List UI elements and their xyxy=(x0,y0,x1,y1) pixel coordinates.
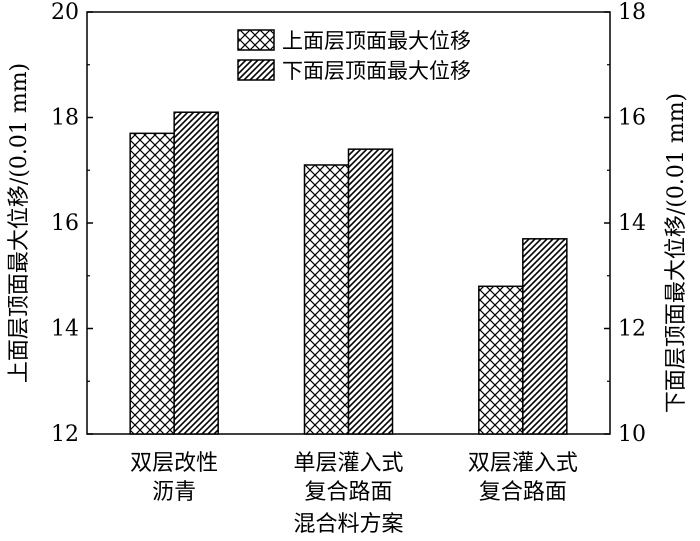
left-axis-tick-label: 16 xyxy=(51,211,79,236)
left-axis-tick-label: 12 xyxy=(51,422,79,447)
right-axis-tick-label: 16 xyxy=(618,106,646,131)
right-axis-tick-label: 12 xyxy=(618,317,646,342)
left-axis-tick-label: 14 xyxy=(51,317,79,342)
legend-label-upper: 上面层顶面最大位移 xyxy=(282,29,471,53)
category-label: 单层灌入式 xyxy=(293,451,403,476)
bar-upper-2 xyxy=(303,164,350,435)
bar-upper-1 xyxy=(129,132,175,435)
category-label: 双层灌入式 xyxy=(468,451,578,476)
right-y-axis-title: 下面层顶面最大位移/(0.01 mm) xyxy=(664,93,689,413)
category-label: 复合路面 xyxy=(479,480,567,505)
bar-upper-3 xyxy=(478,285,524,435)
left-axis-tick-label: 18 xyxy=(51,106,79,131)
right-axis-tick-label: 14 xyxy=(618,211,646,236)
bar-lower-3 xyxy=(522,238,568,435)
bar-lower-2 xyxy=(347,148,394,435)
left-y-axis-title: 上面层顶面最大位移/(0.01 mm) xyxy=(7,63,32,383)
left-axis-tick-label: 20 xyxy=(51,0,79,25)
legend-label-lower: 下面层顶面最大位移 xyxy=(282,59,471,83)
right-axis-tick-label: 10 xyxy=(618,422,646,447)
legend-swatch-lower xyxy=(237,59,275,81)
category-label: 双层改性 xyxy=(130,451,218,476)
category-label: 沥青 xyxy=(152,480,196,505)
bar-lower-1 xyxy=(173,111,219,435)
x-axis-title: 混合料方案 xyxy=(293,512,403,537)
category-label: 复合路面 xyxy=(304,480,392,505)
legend-swatch-upper xyxy=(237,29,275,51)
right-axis-tick-label: 18 xyxy=(618,0,646,25)
